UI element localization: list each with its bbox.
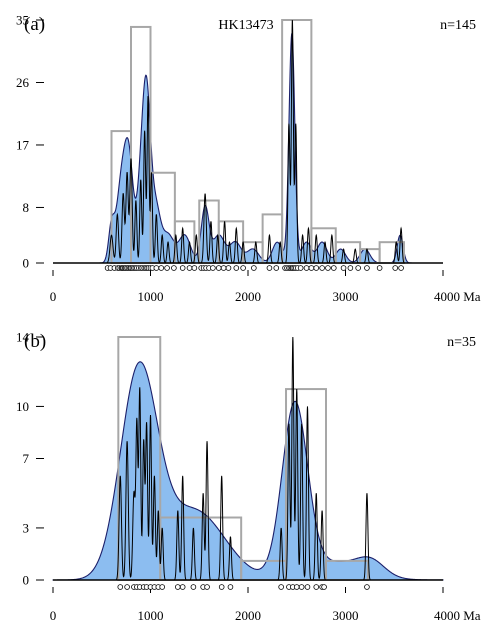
sample-point (313, 584, 320, 590)
sample-markers (104, 265, 404, 271)
y-axis: 0 3 7 10 14 (16, 330, 44, 588)
sample-point (355, 265, 361, 271)
sample-point (319, 265, 325, 271)
sample-point (227, 584, 234, 590)
sample-point (179, 584, 186, 590)
sample-point (158, 265, 165, 271)
sample-point (175, 584, 181, 590)
x-tick-label: 2000 (235, 608, 261, 623)
y-tick-label: 0 (23, 256, 30, 271)
kde-area (52, 361, 444, 581)
sample-point (124, 584, 130, 590)
sample-point (278, 584, 284, 590)
sample-point (325, 265, 331, 271)
sample-point (347, 265, 354, 271)
sample-point (191, 265, 198, 271)
sample-point (251, 265, 257, 271)
y-tick-label: 7 (23, 451, 30, 466)
x-tick-label: 0 (50, 289, 57, 304)
sample-point (308, 265, 315, 271)
y-tick-label: 35 (16, 13, 29, 28)
sample-point (398, 265, 404, 271)
panel-label: (b) (24, 331, 46, 352)
chart-panel-a: 0 1000 2000 3000 4000 Ma 0 8 17 26 35(a) n=145 HK13… (16, 13, 481, 305)
sample-point (179, 265, 186, 271)
sample-point (298, 584, 305, 590)
x-tick-label: 3000 (333, 289, 359, 304)
sample-point (376, 265, 383, 271)
sample-point (220, 265, 227, 271)
sample-point (218, 584, 225, 590)
y-tick-label: 8 (23, 200, 30, 215)
sample-point (210, 265, 216, 271)
y-axis: 0 8 17 26 35 (16, 13, 44, 271)
y-tick-label: 17 (16, 137, 30, 152)
sample-point (330, 265, 337, 271)
x-tick-label: 3000 (333, 608, 359, 623)
sample-point (164, 265, 170, 271)
y-tick-label: 0 (23, 573, 30, 588)
count-label: n=145 (440, 18, 476, 33)
x-axis: 0 1000 2000 3000 4000 Ma (50, 579, 481, 623)
sample-point (364, 265, 370, 271)
y-tick-label: 14 (16, 330, 30, 345)
sample-point (273, 265, 280, 271)
count-label: n=35 (447, 335, 476, 350)
sample-point (321, 584, 327, 590)
sample-markers (117, 584, 370, 590)
sample-point (190, 584, 197, 590)
panel-label: (a) (24, 14, 45, 35)
sample-point (297, 265, 304, 271)
sample-point (303, 265, 310, 271)
x-axis: 0 1000 2000 3000 4000 Ma (50, 262, 481, 304)
sample-point (233, 265, 240, 271)
sample-point (240, 265, 246, 271)
sample-point (340, 265, 347, 271)
sample-point (171, 265, 177, 271)
sample-point (153, 265, 160, 271)
x-tick-label: 1000 (138, 608, 164, 623)
x-tick-label: 4000 Ma (434, 608, 481, 623)
sample-point (215, 265, 222, 271)
sample-point (204, 584, 210, 590)
sample-point (225, 265, 232, 271)
sample-point (159, 584, 166, 590)
sample-point (392, 265, 399, 271)
sample-point (304, 584, 311, 590)
y-tick-label: 10 (16, 399, 29, 414)
sample-point (364, 584, 370, 590)
sample-point (266, 265, 273, 271)
sample-title: HK13473 (218, 18, 273, 33)
y-tick-label: 26 (16, 75, 30, 90)
sample-point (313, 265, 320, 271)
x-tick-label: 0 (50, 608, 57, 623)
sample-point (186, 265, 193, 271)
y-tick-label: 3 (23, 520, 30, 535)
x-tick-label: 4000 Ma (434, 289, 481, 304)
x-tick-label: 1000 (138, 289, 164, 304)
sample-point (293, 584, 300, 590)
chart-panel-b: 0 1000 2000 3000 4000 Ma 0 3 7 10 14(b) n=35 (16, 330, 481, 624)
sample-point (117, 584, 124, 590)
x-tick-label: 2000 (235, 289, 261, 304)
